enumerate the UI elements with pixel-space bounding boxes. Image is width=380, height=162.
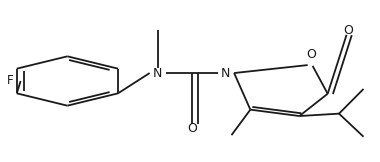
Text: F: F [7,75,14,87]
Text: O: O [187,122,197,135]
Text: O: O [306,48,316,61]
Text: O: O [344,23,353,37]
Text: N: N [153,67,163,80]
Text: N: N [221,67,231,80]
